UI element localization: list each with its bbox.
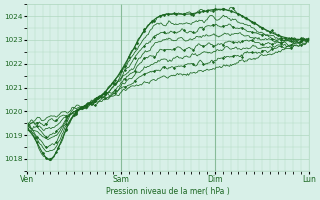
X-axis label: Pression niveau de la mer( hPa ): Pression niveau de la mer( hPa ) [106,187,230,196]
